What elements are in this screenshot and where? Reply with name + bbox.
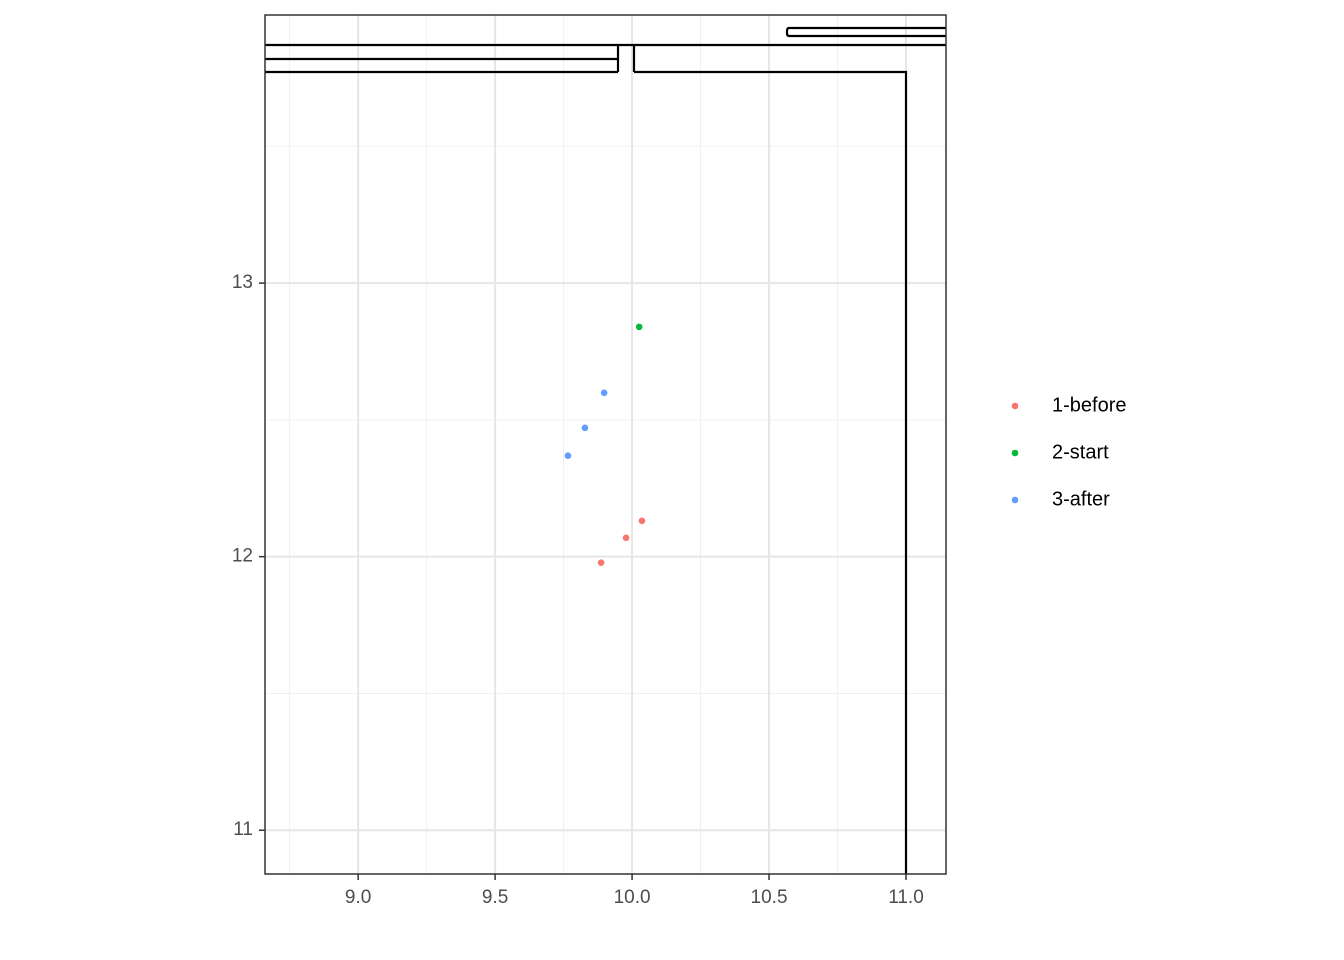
legend-marker bbox=[1011, 402, 1019, 410]
point bbox=[581, 424, 589, 432]
x-tick-label: 10.0 bbox=[614, 887, 651, 908]
y-tick-label: 11 bbox=[233, 819, 253, 840]
panel-border bbox=[264, 14, 947, 875]
legend-label: 2-start bbox=[1052, 441, 1109, 463]
outline bbox=[616, 45, 636, 72]
point bbox=[564, 452, 572, 460]
grid bbox=[265, 15, 946, 874]
legend-marker bbox=[1011, 449, 1019, 457]
point bbox=[638, 517, 646, 525]
points bbox=[564, 323, 646, 566]
point bbox=[600, 389, 608, 397]
legend-marker bbox=[1011, 496, 1019, 504]
map-outlines bbox=[265, 26, 946, 874]
x-tick-label: 9.0 bbox=[345, 887, 371, 908]
y-tick-label: 12 bbox=[232, 546, 253, 567]
point bbox=[597, 559, 605, 566]
outline bbox=[785, 26, 946, 38]
x-tick-label: 9.5 bbox=[482, 887, 508, 908]
x-tick-label: 10.5 bbox=[751, 887, 788, 908]
outline bbox=[265, 70, 908, 874]
y-tick-label: 13 bbox=[232, 272, 253, 293]
point bbox=[635, 323, 643, 331]
point bbox=[622, 534, 630, 542]
legend-label: 3-after bbox=[1052, 488, 1110, 510]
x-tick-label: 11.0 bbox=[888, 887, 924, 908]
legend-label: 1-before bbox=[1052, 394, 1127, 416]
